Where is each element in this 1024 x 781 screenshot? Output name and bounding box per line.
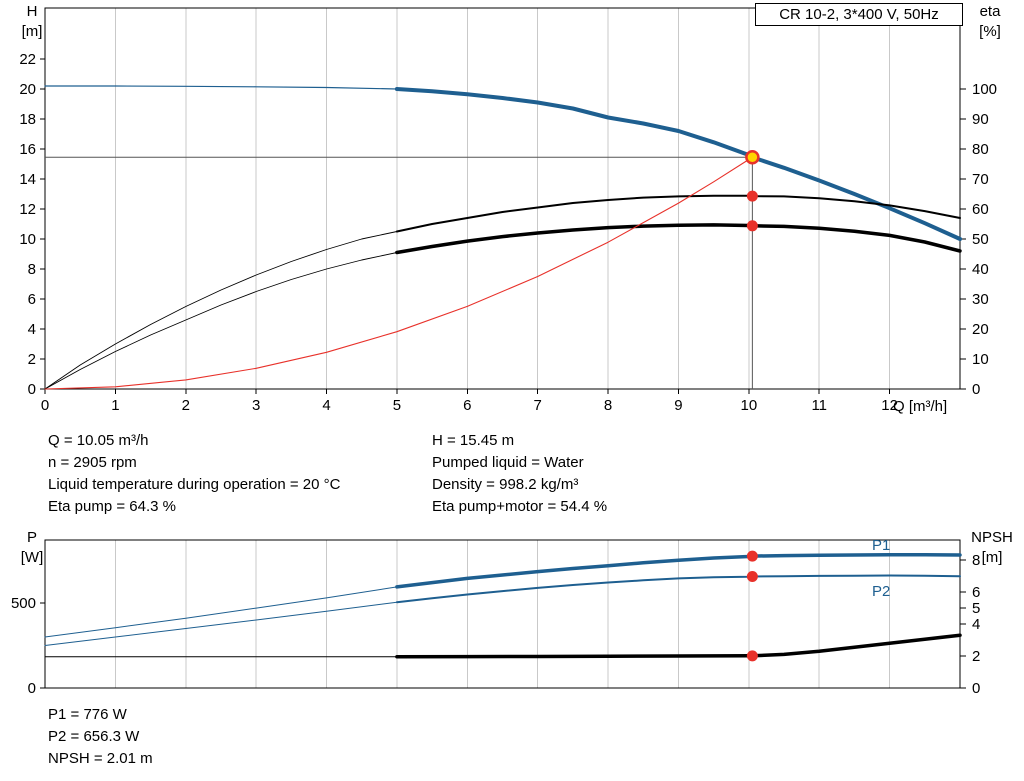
p1-curve-thin bbox=[44, 586, 398, 638]
left-axis-tick-label: 0 bbox=[28, 381, 36, 398]
right-axis-tick-label: 50 bbox=[972, 231, 989, 248]
pump-curve-thin bbox=[44, 85, 398, 90]
right-axis-tick-label: 8 bbox=[972, 552, 980, 569]
eta-pump-curve bbox=[395, 194, 961, 233]
left-axis-tick-label: 0 bbox=[28, 680, 36, 697]
right-axis-tick-label: 70 bbox=[972, 171, 989, 188]
x-axis-tick-label: 5 bbox=[393, 397, 401, 414]
right-axis-tick-label: 2 bbox=[972, 648, 980, 665]
npsh-curve-duty-dot bbox=[746, 650, 758, 662]
x-axis-tick-label: 1 bbox=[111, 397, 119, 414]
info-line: NPSH = 2.01 m bbox=[48, 750, 153, 767]
chart-border bbox=[44, 7, 961, 390]
x-axis-tick-label: 12 bbox=[881, 397, 898, 414]
bottom-right-axis-title: NPSH [m] bbox=[966, 528, 1018, 568]
axis-title-line: NPSH bbox=[971, 529, 1013, 546]
eta-pump-motor-curve bbox=[395, 223, 962, 255]
x-axis-tick-label: 6 bbox=[463, 397, 471, 414]
x-axis-tick-label: 7 bbox=[534, 397, 542, 414]
power-info: P1 = 776 W P2 = 656.3 W NPSH = 2.01 m bbox=[48, 704, 153, 770]
right-axis-tick-label: 5 bbox=[972, 600, 980, 617]
power-npsh-chart: 0 500 0 2 456 8 P1 P2 bbox=[11, 537, 980, 697]
x-axis-tick-label: 4 bbox=[322, 397, 330, 414]
left-axis-tick-label: 20 bbox=[19, 81, 36, 98]
p1-curve bbox=[395, 553, 962, 589]
right-axis-tick-label: 0 bbox=[972, 680, 980, 697]
left-axis-tick-label: 14 bbox=[19, 171, 36, 188]
left-axis-tick-label: 22 bbox=[19, 51, 36, 68]
right-axis-tick-label: 80 bbox=[972, 141, 989, 158]
duty-info-right: H = 15.45 m Pumped liquid = Water Densit… bbox=[432, 430, 607, 518]
chart-border bbox=[44, 539, 961, 689]
series-label-P1: P1 bbox=[872, 537, 890, 554]
right-axis-tick-label: 40 bbox=[972, 261, 989, 278]
axis-title-line: P bbox=[26, 529, 37, 546]
bottom-left-axis-title: P [W] bbox=[14, 528, 50, 568]
right-axis-tick-label: 60 bbox=[972, 201, 989, 218]
series-label-P2: P2 bbox=[872, 583, 890, 600]
efficiency-duty-dot bbox=[746, 220, 758, 232]
x-axis-tick-label: 9 bbox=[674, 397, 682, 414]
info-line: n = 2905 rpm bbox=[48, 454, 137, 471]
x-axis-tick-label: 8 bbox=[604, 397, 612, 414]
left-axis-tick-label: 8 bbox=[28, 261, 36, 278]
left-axis-tick-label: 500 bbox=[11, 595, 36, 612]
top-left-axis-title: H [m] bbox=[14, 2, 50, 42]
info-line: H = 15.45 m bbox=[432, 432, 515, 449]
efficiency-duty-dot bbox=[746, 190, 758, 202]
right-axis-tick-label: 0 bbox=[972, 381, 980, 398]
system-curve-thin bbox=[44, 156, 753, 390]
axis-title-line: [m] bbox=[981, 549, 1003, 566]
left-axis-tick-label: 16 bbox=[19, 141, 36, 158]
left-axis-tick-label: 12 bbox=[19, 201, 36, 218]
p2-curve-duty-dot bbox=[746, 570, 758, 582]
info-line: P2 = 656.3 W bbox=[48, 728, 140, 745]
p1-curve-duty-dot bbox=[746, 550, 758, 562]
pump-curve bbox=[394, 87, 962, 241]
eta-pump-curve-thin bbox=[44, 231, 398, 390]
axis-title-line: [m] bbox=[21, 23, 43, 40]
info-line: Q = 10.05 m³/h bbox=[48, 432, 149, 449]
x-axis-tick-label: 0 bbox=[41, 397, 49, 414]
right-axis-tick-label: 30 bbox=[972, 291, 989, 308]
right-axis-tick-label: 4 bbox=[972, 616, 980, 633]
p2-curve bbox=[395, 574, 961, 604]
x-axis-tick-label: 11 bbox=[811, 397, 827, 414]
x-axis-tick-label: 10 bbox=[741, 397, 758, 414]
eta-pump-motor-curve-thin bbox=[44, 252, 398, 390]
info-line: Eta pump = 64.3 % bbox=[48, 498, 176, 515]
right-axis-tick-label: 90 bbox=[972, 111, 989, 128]
info-line: Liquid temperature during operation = 20… bbox=[48, 476, 341, 493]
axis-title-line: [%] bbox=[979, 23, 1001, 40]
left-axis-tick-label: 10 bbox=[19, 231, 36, 248]
duty-info-left: Q = 10.05 m³/h n = 2905 rpm Liquid tempe… bbox=[48, 430, 340, 518]
right-axis-tick-label: 10 bbox=[972, 351, 989, 368]
pump-type-box: CR 10-2, 3*400 V, 50Hz bbox=[755, 3, 963, 26]
top-right-axis-title: eta [%] bbox=[966, 2, 1014, 42]
info-line: Density = 998.2 kg/m³ bbox=[432, 476, 579, 493]
x-axis-tick-label: 2 bbox=[182, 397, 190, 414]
x-axis-title: Q [m³/h] bbox=[893, 398, 948, 415]
left-axis-tick-label: 6 bbox=[28, 291, 36, 308]
right-axis-tick-label: 6 bbox=[972, 584, 980, 601]
info-line: P1 = 776 W bbox=[48, 706, 127, 723]
axis-title-line: eta bbox=[979, 3, 1001, 20]
duty-point[interactable] bbox=[745, 150, 760, 165]
left-axis-tick-label: 18 bbox=[19, 111, 36, 128]
head-efficiency-chart: 0246810121416182022010203040506070809010… bbox=[19, 7, 997, 414]
right-axis-tick-label: 20 bbox=[972, 321, 989, 338]
x-axis-tick-label: 3 bbox=[252, 397, 260, 414]
info-line: Eta pump+motor = 54.4 % bbox=[432, 498, 608, 515]
left-axis-tick-label: 2 bbox=[28, 351, 36, 368]
left-axis-tick-label: 4 bbox=[28, 321, 36, 338]
info-line: Pumped liquid = Water bbox=[432, 454, 584, 471]
right-axis-tick-label: 100 bbox=[972, 81, 997, 98]
axis-title-line: H bbox=[26, 3, 38, 20]
axis-title-line: [W] bbox=[20, 549, 44, 566]
p2-curve-thin bbox=[44, 601, 398, 646]
